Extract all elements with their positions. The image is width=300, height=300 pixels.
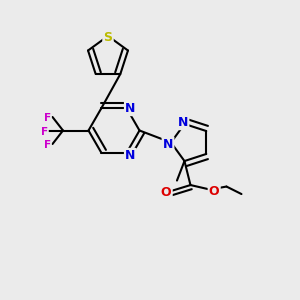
Text: N: N xyxy=(178,116,188,129)
Text: F: F xyxy=(40,127,48,136)
Text: N: N xyxy=(125,149,136,162)
Text: N: N xyxy=(125,102,136,115)
Text: O: O xyxy=(209,184,220,197)
Text: O: O xyxy=(161,186,172,199)
Text: S: S xyxy=(103,31,112,44)
Text: F: F xyxy=(44,113,51,123)
Text: N: N xyxy=(163,137,173,151)
Text: F: F xyxy=(44,140,51,150)
